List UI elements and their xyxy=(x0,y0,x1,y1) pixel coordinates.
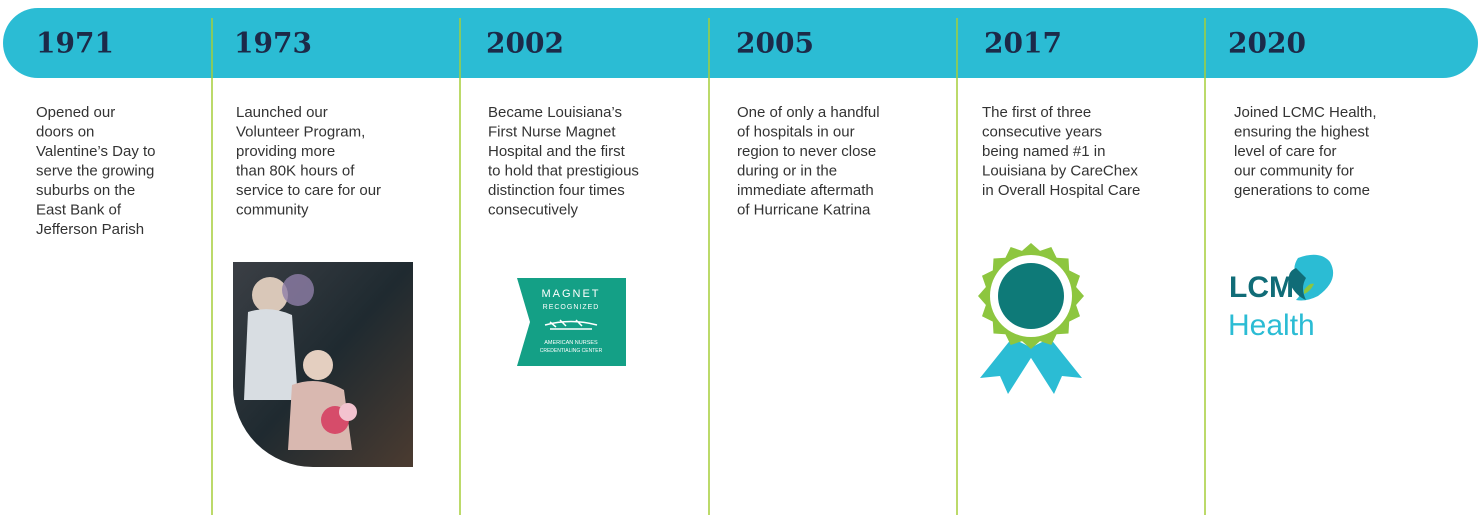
description-line: distinction four times xyxy=(488,182,625,199)
description-line: Hospital and the first xyxy=(488,143,626,160)
description-line: Louisiana by CareChex xyxy=(982,163,1138,180)
year: 1973 xyxy=(234,27,312,60)
description-line: in Overall Hospital Care xyxy=(982,182,1140,199)
description-line: community xyxy=(236,202,309,219)
description-line: than 80K hours of xyxy=(236,163,355,180)
description-line: service to care for our xyxy=(236,182,381,199)
description-line: region to never close xyxy=(737,143,876,160)
description-line: consecutively xyxy=(488,202,579,219)
page: Timeline html, body { margin: 0; padding… xyxy=(0,0,1481,515)
description-line: serve the growing xyxy=(36,163,154,180)
magnet-org-2: CREDENTIALING CENTER xyxy=(540,348,603,354)
page-body: {"timeline": [ {"year": "1971", "lines":… xyxy=(0,0,1481,515)
year: 2002 xyxy=(486,27,564,60)
description-line: Joined LCMC Health, xyxy=(1234,104,1377,121)
description-line: East Bank of xyxy=(36,202,122,219)
magnet-org-1: AMERICAN NURSES xyxy=(544,340,598,346)
year: 2005 xyxy=(736,27,814,60)
year: 2020 xyxy=(1228,27,1306,60)
description-line: First Nurse Magnet xyxy=(488,124,616,141)
lcmc-line2: Health xyxy=(1228,309,1315,342)
magnet-subtitle: RECOGNIZED xyxy=(543,304,600,311)
magnet-title: MAGNET xyxy=(541,288,600,300)
magnet-logo: MAGNET RECOGNIZED AMERICAN NURSES CREDEN… xyxy=(517,278,626,366)
description-line: One of only a handful xyxy=(737,104,880,121)
description-line: consecutive years xyxy=(982,124,1102,141)
description-line: ensuring the highest xyxy=(1234,124,1370,141)
timeline: 1971 Opened our doors on Valentine’s Day to… xyxy=(0,0,1481,515)
lcmc-logo: LCMC Health xyxy=(1228,255,1333,342)
description-line: immediate aftermath xyxy=(737,182,874,199)
description-line: suburbs on the xyxy=(36,182,135,199)
description-line: Jefferson Parish xyxy=(36,221,144,238)
award-ribbon xyxy=(978,243,1084,394)
year: 1971 xyxy=(36,27,114,60)
description-line: level of care for xyxy=(1234,143,1337,160)
description-line: generations to come xyxy=(1234,182,1370,199)
description-line: during or in the xyxy=(737,163,837,180)
description-line: Volunteer Program, xyxy=(236,124,365,141)
description-line: The first of three xyxy=(982,104,1091,121)
description-line: being named #1 in xyxy=(982,143,1105,160)
description-line: Became Louisiana’s xyxy=(488,104,622,121)
description-line: of Hurricane Katrina xyxy=(737,202,871,219)
description-line: our community for xyxy=(1234,163,1354,180)
description-line: Launched our xyxy=(236,104,328,121)
description-line: to hold that prestigious xyxy=(488,163,639,180)
volunteer-photo xyxy=(233,262,413,467)
description-line: of hospitals in our xyxy=(737,124,855,141)
description-line: Opened our xyxy=(36,104,115,121)
description-line: Valentine’s Day to xyxy=(36,143,156,160)
description-line: doors on xyxy=(36,124,94,141)
year: 2017 xyxy=(984,27,1062,60)
description-line: providing more xyxy=(236,143,335,160)
